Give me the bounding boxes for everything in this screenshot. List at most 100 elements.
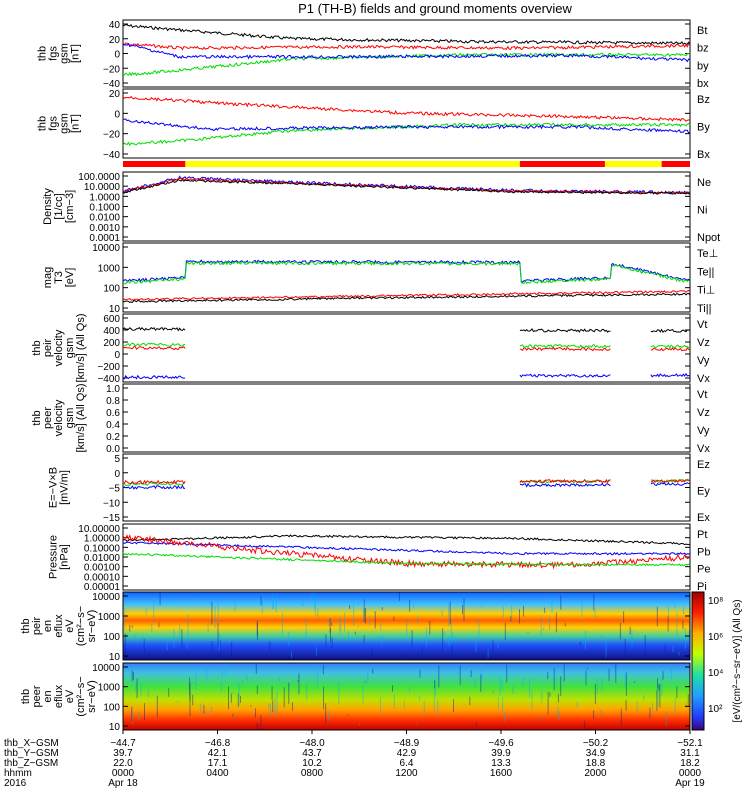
spectrogram-texture	[442, 628, 444, 651]
spectrogram-texture	[649, 707, 651, 719]
series-Pi	[122, 541, 691, 556]
spectrogram-texture	[331, 637, 333, 650]
panel-ion-spec: 10000 1000 100 10 thbpeirenefluxeV(cm²−s−sr−…	[20, 591, 691, 663]
y-label-line: Pressure	[48, 535, 60, 579]
x-tick-label: 0400	[206, 768, 229, 779]
spectrogram-texture	[393, 616, 395, 621]
spectrogram-texture	[462, 605, 463, 615]
spectrogram-texture	[422, 720, 424, 721]
spectrogram-texture	[600, 709, 602, 716]
spectrogram-texture	[142, 634, 144, 642]
y-tick-label: 600	[103, 314, 120, 325]
spectrogram-texture	[563, 664, 565, 682]
legend-Vy: Vy	[697, 425, 710, 437]
spectrogram-texture	[584, 720, 586, 729]
spectrogram-texture	[260, 595, 262, 606]
y-axis-label: thbpeirenefluxeV(cm²−s−sr−eV)	[20, 606, 98, 646]
spectrogram-texture	[685, 702, 687, 707]
spectrogram-texture	[615, 664, 617, 683]
spectrogram-texture	[331, 622, 333, 626]
spectrogram-texture	[159, 592, 161, 605]
series-Vx	[123, 372, 691, 380]
spectrogram-texture	[624, 672, 626, 687]
spectrogram-texture	[502, 606, 504, 618]
spectrogram-texture	[682, 620, 684, 630]
spectrogram-texture	[593, 710, 595, 720]
spectrogram-texture	[540, 614, 542, 635]
spectrogram-texture	[644, 635, 646, 656]
spectrogram-texture	[551, 594, 553, 613]
spectrogram-texture	[329, 618, 331, 633]
spectrogram-texture	[158, 622, 160, 628]
spectrogram-texture	[619, 622, 621, 640]
spectrogram-texture	[322, 665, 324, 675]
spectrogram-texture	[674, 697, 676, 715]
spectrogram-texture	[631, 629, 633, 648]
y-label-line: gsm	[59, 113, 71, 134]
x-tick-label: −44.7	[110, 738, 136, 749]
spectrogram-texture	[437, 699, 439, 712]
spectrogram-texture	[527, 632, 529, 633]
spectrogram-texture	[528, 620, 530, 622]
colorbar-tick-label: 10⁶	[708, 632, 723, 643]
spectrogram-texture	[435, 680, 437, 696]
spectrogram-texture	[634, 681, 636, 683]
spectrogram-texture	[470, 670, 472, 678]
series-Ti-par	[122, 260, 691, 285]
panel-frame	[122, 242, 691, 313]
spectrogram-texture	[594, 609, 596, 618]
y-tick-label: 0.2	[106, 432, 120, 443]
spectrogram-texture	[135, 682, 137, 693]
panel-efield: 5 0 −5 −10 −15 E=−V×B[mV/m] Ez Ey Ex	[48, 453, 710, 524]
mode-bar-segment	[519, 161, 605, 167]
y-label-line: thb	[37, 46, 49, 61]
y-tick-label: 40	[109, 20, 121, 31]
spectrogram-texture	[676, 612, 678, 636]
spectrogram-texture	[416, 724, 418, 726]
y-tick-label: 10	[109, 652, 121, 663]
spectrogram-texture	[683, 606, 685, 615]
panel-density: 100.000010.00001.00000.10000.01000.00100…	[42, 171, 720, 244]
spectrogram-texture	[620, 708, 622, 725]
spectrogram-texture	[353, 603, 355, 626]
spectrogram-texture	[409, 687, 410, 693]
legend-Bx: Bx	[697, 149, 710, 161]
spectrogram-texture	[288, 682, 290, 705]
spectrogram-texture	[665, 711, 667, 726]
spectrogram-texture	[523, 605, 524, 617]
legend-by: by	[697, 60, 709, 72]
y-tick-label: −10	[103, 498, 120, 509]
y-tick-label: 5	[114, 454, 120, 465]
spectrogram-texture	[374, 611, 376, 629]
spectrogram-texture	[144, 703, 145, 721]
panel-temp: 10000 1000 100 10 magT3[eV] Te⊥ Te|| Ti⊥ Ti||	[42, 242, 718, 315]
spectrogram-texture	[325, 703, 327, 724]
legend-Vz: Vz	[697, 407, 710, 419]
spectrogram-texture	[593, 593, 595, 611]
spectrogram-texture	[531, 690, 533, 711]
spectrogram-texture	[323, 686, 324, 710]
spectrogram-texture	[688, 710, 690, 712]
legend-Pb: Pb	[697, 546, 710, 558]
spectrogram-texture	[497, 643, 499, 649]
y-tick-label: 0.00010	[84, 572, 121, 583]
y-tick-label: 20	[109, 35, 121, 46]
y-axis-label: Density[1/cc][cm−3]	[42, 188, 76, 225]
y-label-line: [nT]	[70, 114, 82, 133]
spectrogram-texture	[579, 641, 581, 646]
legend-bx: bx	[697, 78, 709, 90]
y-label-line: (cm²−s−	[75, 606, 87, 646]
spectrogram-texture	[404, 653, 406, 657]
x-tick-label: Apr 19	[675, 778, 705, 789]
spectrogram-texture	[234, 600, 236, 612]
spectrogram-texture	[658, 683, 660, 691]
y-label-line: gsm	[64, 338, 76, 359]
colorbar-tick-label: 10²	[708, 704, 723, 715]
spectrogram-texture	[583, 639, 584, 644]
y-label-line: thb	[31, 410, 43, 425]
y-tick-label: −200	[97, 362, 120, 373]
spectrogram-texture	[250, 705, 252, 707]
spectrogram-texture	[219, 640, 221, 660]
y-label-line: fgs	[48, 46, 60, 61]
